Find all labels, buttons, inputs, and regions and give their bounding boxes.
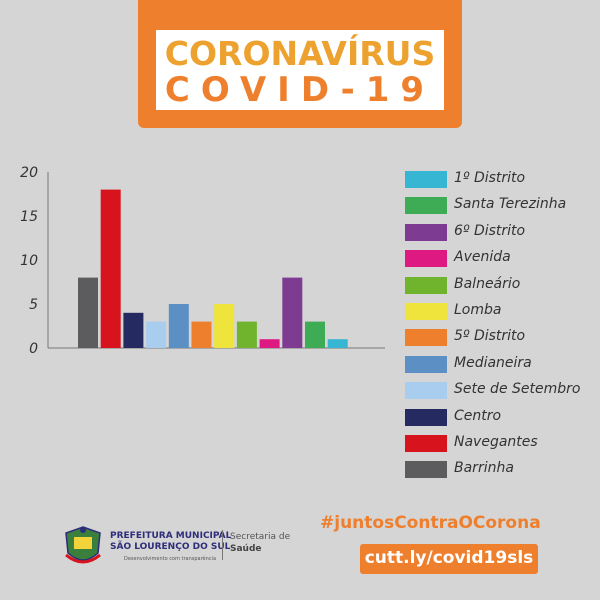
header-banner: CORONAVÍRUS COVID-19 xyxy=(138,0,462,128)
legend-label: Navegantes xyxy=(454,434,538,450)
bar-santa-terezinha xyxy=(305,321,325,348)
y-tick-label: 20 xyxy=(20,165,38,181)
prefeitura-name-line2: SÃO LOURENÇO DO SUL xyxy=(110,542,231,552)
legend-swatch xyxy=(405,382,447,400)
campaign-link-text[interactable]: cutt.ly/covid19sls xyxy=(364,548,534,568)
legend-swatch xyxy=(405,408,447,426)
header-subtitle: COVID-19 xyxy=(164,70,436,110)
bar-centro xyxy=(123,312,144,348)
prefeitura-tagline: Desenvolvimento com transparência xyxy=(124,556,217,562)
bar-barrinha xyxy=(78,277,98,348)
legend-swatch xyxy=(405,435,447,452)
secretaria-line1: Secretaria de xyxy=(230,532,291,542)
campaign-link-button[interactable]: cutt.ly/covid19sls xyxy=(360,544,538,574)
legend-swatch xyxy=(405,197,447,215)
bar-balne-rio xyxy=(236,321,257,348)
legend-swatch xyxy=(405,276,447,294)
legend-swatch xyxy=(405,461,447,479)
legend-swatch xyxy=(405,171,447,188)
header-title-box: CORONAVÍRUS COVID-19 xyxy=(156,30,444,110)
bar-6-distrito xyxy=(282,277,303,348)
legend-label: 5º Distrito xyxy=(454,328,526,345)
legend-swatch xyxy=(405,355,447,373)
legend-label: Avenida xyxy=(454,249,511,266)
bar-1-distrito xyxy=(327,339,348,348)
legend-swatch xyxy=(405,223,447,241)
y-tick-label: 5 xyxy=(29,297,38,313)
bar-navegantes xyxy=(100,189,121,348)
legend-swatch xyxy=(405,303,447,320)
legend-label: Barrinha xyxy=(454,460,514,477)
bar-sete-de-setembro xyxy=(146,321,167,348)
bar-medianeira xyxy=(168,304,189,348)
bar-avenida xyxy=(259,339,280,348)
legend-label: Lomba xyxy=(454,302,502,318)
legend-swatch xyxy=(405,329,447,347)
legend-label: 6º Distrito xyxy=(454,222,526,239)
prefeitura-name-line1: PREFEITURA MUNICIPAL xyxy=(110,531,232,541)
y-tick-label: 10 xyxy=(20,253,38,269)
campaign-hashtag: #juntosContraOCorona xyxy=(320,513,541,533)
legend-label: 1º Distrito xyxy=(454,170,526,186)
legend-label: Balneário xyxy=(454,275,521,292)
legend-label: Centro xyxy=(454,407,502,424)
bar-5-distrito xyxy=(191,321,212,348)
bar-chart: 0 5 10 15 20 xyxy=(20,165,385,357)
footer-divider xyxy=(222,530,223,560)
legend-label: Medianeira xyxy=(454,354,532,371)
y-tick-label: 0 xyxy=(29,341,38,357)
legend-label: Santa Terezinha xyxy=(454,196,567,213)
bar-lomba xyxy=(214,304,235,348)
legend-label: Sete de Setembro xyxy=(454,381,581,398)
municipal-crest-icon xyxy=(65,526,101,564)
secretaria-line2: Saúde xyxy=(230,544,262,554)
y-tick-label: 15 xyxy=(20,209,38,225)
header-title: CORONAVÍRUS xyxy=(164,34,436,73)
legend-swatch xyxy=(405,250,447,268)
